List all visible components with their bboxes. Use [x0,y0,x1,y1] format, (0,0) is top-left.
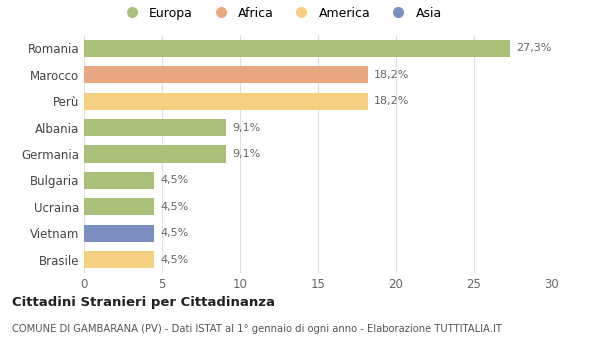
Text: 18,2%: 18,2% [374,96,410,106]
Text: 4,5%: 4,5% [160,255,188,265]
Bar [84,198,154,216]
Text: 27,3%: 27,3% [516,43,551,53]
Bar [84,92,368,110]
Bar [84,172,154,189]
Text: 4,5%: 4,5% [160,228,188,238]
Bar [84,40,510,57]
Bar [84,119,226,136]
Text: 9,1%: 9,1% [232,122,260,133]
Text: Cittadini Stranieri per Cittadinanza: Cittadini Stranieri per Cittadinanza [12,296,275,309]
Legend: Europa, Africa, America, Asia: Europa, Africa, America, Asia [119,7,442,20]
Bar [84,145,226,163]
Text: 4,5%: 4,5% [160,175,188,186]
Text: 18,2%: 18,2% [374,70,410,80]
Bar [84,66,368,83]
Text: 9,1%: 9,1% [232,149,260,159]
Text: COMUNE DI GAMBARANA (PV) - Dati ISTAT al 1° gennaio di ogni anno - Elaborazione : COMUNE DI GAMBARANA (PV) - Dati ISTAT al… [12,324,502,334]
Bar [84,225,154,242]
Text: 4,5%: 4,5% [160,202,188,212]
Bar [84,251,154,268]
